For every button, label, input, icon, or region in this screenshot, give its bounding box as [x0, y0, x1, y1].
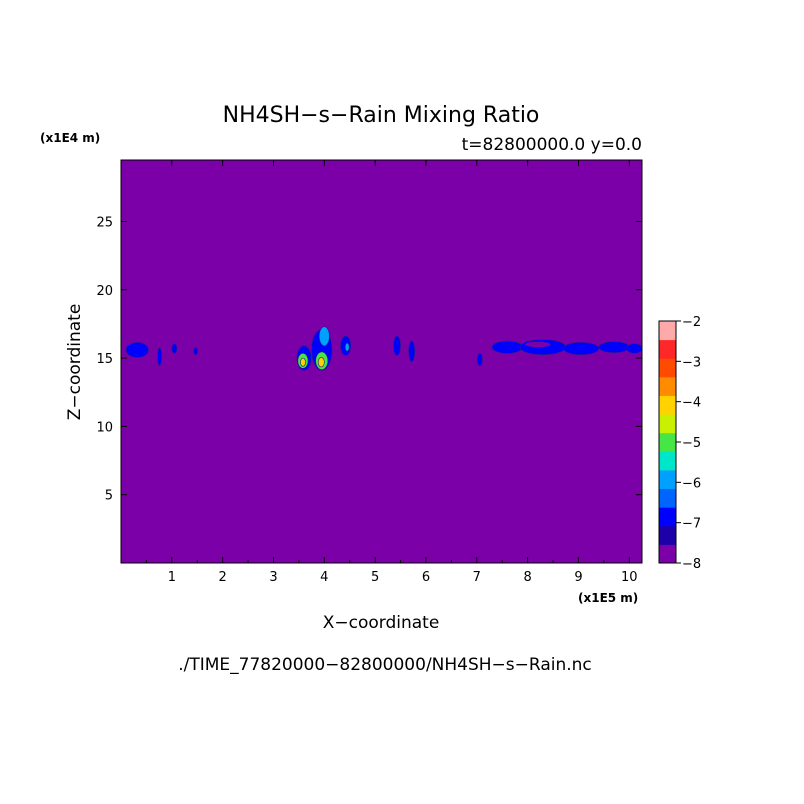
- x-tick-label: 9: [574, 570, 582, 585]
- colorbar: −2 −3 −4 −5 −6 −7 −8: [658, 315, 701, 572]
- colorbar-tick-label: −7: [682, 517, 701, 532]
- contour-region: [300, 357, 306, 367]
- colorbar-segment: [659, 432, 676, 452]
- x-tick-label: 2: [219, 570, 227, 585]
- colorbar-segment: [659, 469, 676, 490]
- x-axis: 1 2 3 4 5 6 7 8 9 10: [145, 160, 638, 585]
- contour-region: [171, 343, 178, 354]
- contour-region: [477, 353, 483, 366]
- x-axis-label: X−coordinate: [323, 613, 440, 633]
- colorbar-segment: [659, 395, 676, 415]
- y-tick-label: 25: [96, 215, 113, 230]
- y-axis: 5 10 15 20 25: [96, 215, 642, 504]
- chart-title: NH4SH−s−Rain Mixing Ratio: [223, 103, 540, 128]
- colorbar-segment: [659, 339, 676, 359]
- contour-region: [562, 342, 600, 355]
- colorbar-segment: [659, 488, 676, 508]
- colorbar-segment: [659, 525, 676, 545]
- chart-subtitle: t=82800000.0 y=0.0: [462, 135, 642, 155]
- x-tick-label: 8: [523, 570, 531, 585]
- colorbar-segment: [659, 507, 676, 527]
- contour-region: [408, 340, 416, 362]
- colorbar-tick-label: −2: [682, 315, 701, 330]
- contour-region: [393, 335, 401, 356]
- contour-region: [157, 347, 162, 366]
- contour-region: [125, 342, 149, 358]
- colorbar-segment: [659, 321, 676, 341]
- plot-background: [120, 159, 643, 564]
- contour-region: [344, 342, 350, 352]
- contour-region: [525, 341, 551, 348]
- plot-area: [120, 159, 643, 564]
- colorbar-segment: [659, 358, 676, 378]
- contour-region: [519, 339, 567, 355]
- x-tick-label: 5: [371, 570, 379, 585]
- x-tick-label: 4: [320, 570, 328, 585]
- y-tick-label: 20: [96, 284, 113, 299]
- colorbar-tick-label: −8: [682, 557, 701, 572]
- contour-region: [318, 326, 330, 347]
- colorbar-segment: [659, 544, 676, 564]
- colorbar-segment: [659, 451, 676, 471]
- contour-region: [193, 347, 199, 355]
- colorbar-segment: [659, 376, 676, 396]
- contour-region: [491, 340, 523, 354]
- x-unit-label: (x1E5 m): [578, 591, 638, 605]
- x-tick-label: 1: [168, 570, 176, 585]
- contour-region: [598, 341, 630, 353]
- file-path-footer: ./TIME_77820000−82800000/NH4SH−s−Rain.nc: [178, 655, 592, 675]
- x-tick-label: 3: [269, 570, 277, 585]
- colorbar-tick-label: −4: [682, 396, 701, 411]
- plot-frame: [120, 159, 643, 564]
- y-tick-label: 5: [105, 489, 113, 504]
- contour-region: [317, 357, 325, 368]
- x-tick-label: 7: [473, 570, 481, 585]
- colorbar-tick-label: −3: [682, 355, 701, 370]
- colorbar-tick-label: −6: [682, 476, 701, 491]
- y-tick-label: 10: [96, 420, 113, 435]
- y-tick-label: 15: [96, 352, 113, 367]
- colorbar-segment: [659, 414, 676, 434]
- x-tick-label: 6: [422, 570, 430, 585]
- y-axis-label: Z−coordinate: [65, 304, 85, 421]
- x-tick-label: 10: [621, 570, 638, 585]
- contour-features: [125, 326, 643, 371]
- contour-region: [626, 343, 643, 354]
- y-unit-label: (x1E4 m): [40, 131, 100, 145]
- colorbar-tick-label: −5: [682, 436, 701, 451]
